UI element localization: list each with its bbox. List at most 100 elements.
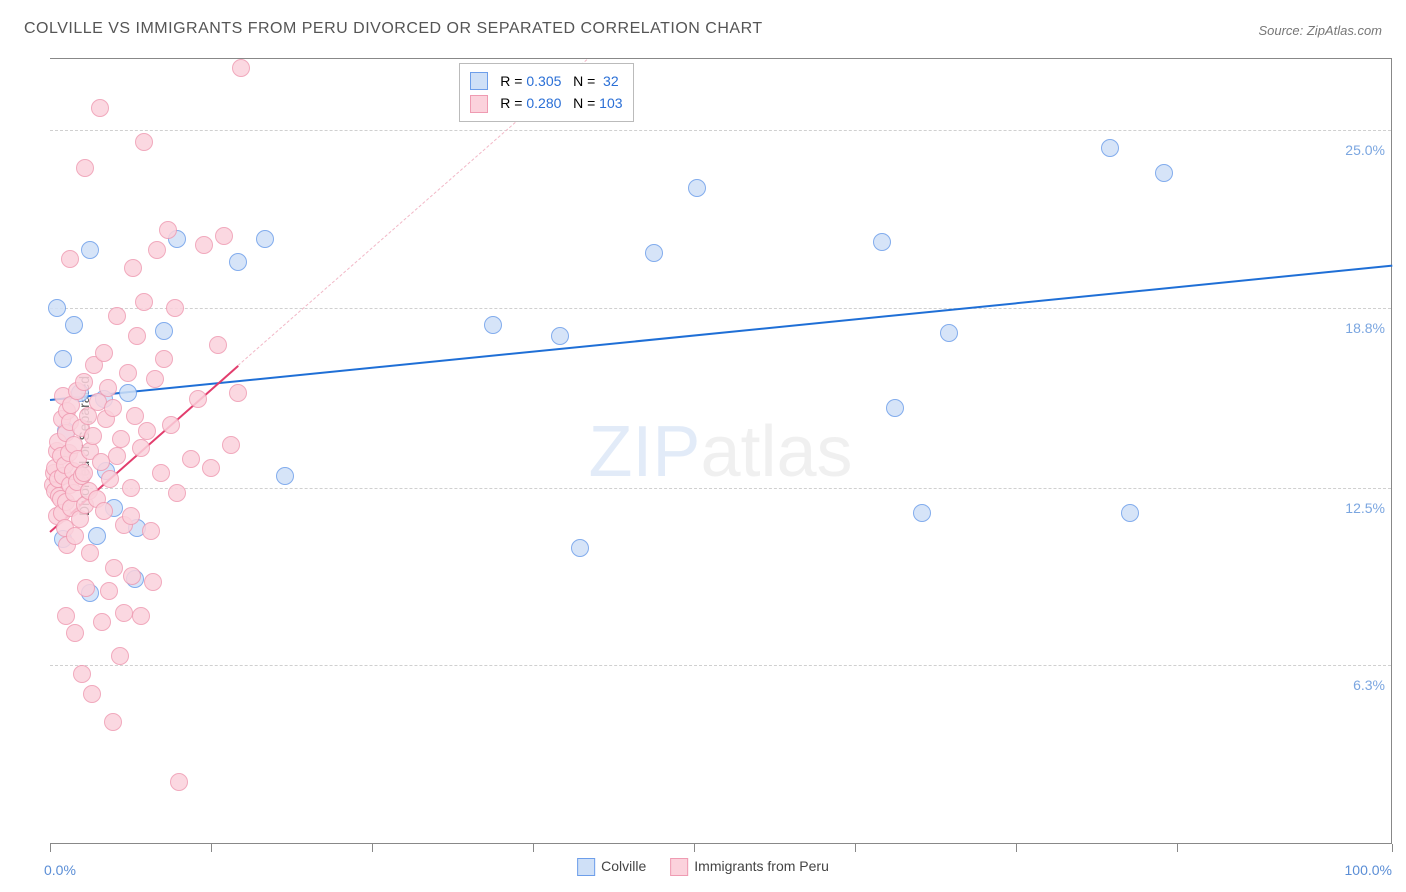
data-point (66, 624, 84, 642)
data-point (124, 259, 142, 277)
data-point (135, 133, 153, 151)
chart-source: Source: ZipAtlas.com (1258, 23, 1382, 38)
legend-item: Immigrants from Peru (670, 858, 829, 876)
data-point (54, 350, 72, 368)
legend-label: Colville (601, 858, 646, 874)
gridline (50, 130, 1391, 131)
data-point (111, 647, 129, 665)
legend-swatch (577, 858, 595, 876)
data-point (95, 344, 113, 362)
data-point (148, 241, 166, 259)
data-point (155, 350, 173, 368)
data-point (551, 327, 569, 345)
data-point (81, 241, 99, 259)
data-point (84, 427, 102, 445)
stats-row: R = 0.280 N = 103 (470, 92, 622, 114)
data-point (222, 436, 240, 454)
data-point (122, 479, 140, 497)
x-tick (1177, 844, 1178, 852)
x-tick (50, 844, 51, 852)
data-point (168, 484, 186, 502)
stats-text: R = 0.305 N = 32 (500, 70, 618, 92)
data-point (688, 179, 706, 197)
gridline (50, 665, 1391, 666)
gridline (50, 488, 1391, 489)
legend-swatch (670, 858, 688, 876)
y-tick-label: 6.3% (1353, 677, 1385, 693)
data-point (256, 230, 274, 248)
legend-bottom: Colville Immigrants from Peru (577, 858, 829, 876)
data-point (484, 316, 502, 334)
data-point (75, 373, 93, 391)
data-point (135, 293, 153, 311)
gridline (50, 308, 1391, 309)
data-point (108, 447, 126, 465)
data-point (75, 464, 93, 482)
legend-label: Immigrants from Peru (694, 858, 829, 874)
data-point (108, 307, 126, 325)
y-tick-label: 12.5% (1345, 500, 1385, 516)
data-point (77, 579, 95, 597)
data-point (95, 502, 113, 520)
data-point (209, 336, 227, 354)
data-point (119, 384, 137, 402)
chart-plot-area: ZIPatlas 25.0%18.8%12.5%6.3%R = 0.305 N … (50, 58, 1392, 844)
data-point (142, 522, 160, 540)
data-point (202, 459, 220, 477)
stats-swatch (470, 95, 488, 113)
data-point (122, 507, 140, 525)
data-point (182, 450, 200, 468)
data-point (1121, 504, 1139, 522)
x-tick (694, 844, 695, 852)
data-point (48, 299, 66, 317)
data-point (571, 539, 589, 557)
data-point (645, 244, 663, 262)
data-point (913, 504, 931, 522)
chart-header: COLVILLE VS IMMIGRANTS FROM PERU DIVORCE… (0, 0, 1406, 46)
stats-legend: R = 0.305 N = 32R = 0.280 N = 103 (459, 63, 633, 122)
data-point (100, 582, 118, 600)
chart-title: COLVILLE VS IMMIGRANTS FROM PERU DIVORCE… (24, 20, 763, 38)
data-point (99, 379, 117, 397)
data-point (91, 99, 109, 117)
data-point (132, 607, 150, 625)
data-point (128, 327, 146, 345)
x-end-label: 100.0% (1345, 862, 1392, 878)
data-point (76, 159, 94, 177)
data-point (940, 324, 958, 342)
x-origin-label: 0.0% (44, 862, 76, 878)
data-point (132, 439, 150, 457)
data-point (1155, 164, 1173, 182)
watermark: ZIPatlas (588, 411, 852, 493)
data-point (166, 299, 184, 317)
y-tick-label: 25.0% (1345, 142, 1385, 158)
x-tick (533, 844, 534, 852)
data-point (1101, 139, 1119, 157)
data-point (232, 59, 250, 77)
data-point (195, 236, 213, 254)
data-point (66, 527, 84, 545)
data-point (170, 773, 188, 791)
data-point (162, 416, 180, 434)
data-point (105, 559, 123, 577)
data-point (229, 384, 247, 402)
stats-swatch (470, 72, 488, 90)
stats-row: R = 0.305 N = 32 (470, 70, 622, 92)
data-point (146, 370, 164, 388)
stats-text: R = 0.280 N = 103 (500, 92, 622, 114)
data-point (138, 422, 156, 440)
data-point (229, 253, 247, 271)
x-tick (1392, 844, 1393, 852)
data-point (61, 250, 79, 268)
data-point (144, 573, 162, 591)
data-point (81, 544, 99, 562)
data-point (65, 316, 83, 334)
data-point (101, 470, 119, 488)
data-point (123, 567, 141, 585)
data-point (83, 685, 101, 703)
x-tick (211, 844, 212, 852)
legend-item: Colville (577, 858, 646, 876)
x-tick (855, 844, 856, 852)
data-point (152, 464, 170, 482)
data-point (112, 430, 130, 448)
